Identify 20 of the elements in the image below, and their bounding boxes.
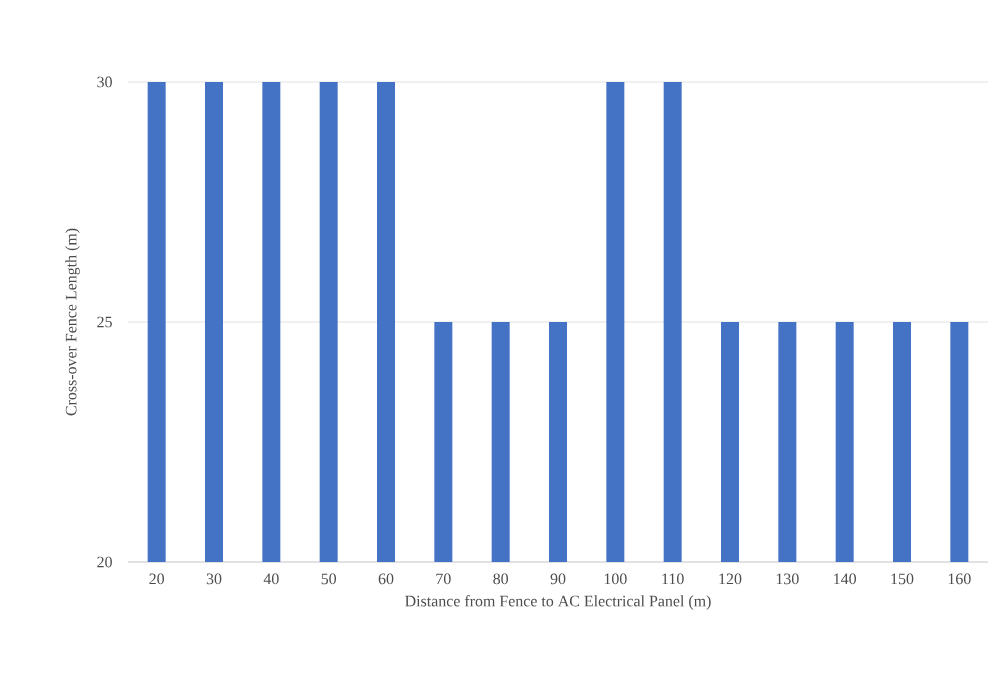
x-tick-label: 70 — [436, 573, 451, 585]
x-tick-label: 100 — [604, 573, 627, 585]
x-tick-label: 150 — [891, 573, 914, 585]
x-tick-label: 90 — [550, 573, 566, 585]
x-tick-label: 20 — [149, 573, 165, 585]
y-axis-title: Cross-over Fence Length (m) — [65, 228, 80, 416]
y-tick-label: 30 — [97, 76, 112, 88]
x-tick-label: 40 — [263, 573, 279, 585]
y-tick-label: 25 — [97, 316, 112, 328]
x-tick-label: 120 — [719, 573, 742, 585]
x-tick-label: 50 — [321, 573, 337, 585]
x-tick-label: 80 — [493, 573, 509, 585]
x-tick-label: 60 — [378, 573, 394, 585]
x-tick-label: 140 — [834, 573, 857, 585]
x-tick-label: 30 — [206, 573, 222, 585]
x-tick-label: 110 — [662, 573, 684, 585]
y-tick-label: 20 — [97, 556, 112, 568]
x-tick-label: 130 — [776, 573, 799, 585]
x-axis-title: Distance from Fence to AC Electrical Panel (m) — [405, 595, 711, 610]
x-tick-label: 160 — [948, 573, 971, 585]
